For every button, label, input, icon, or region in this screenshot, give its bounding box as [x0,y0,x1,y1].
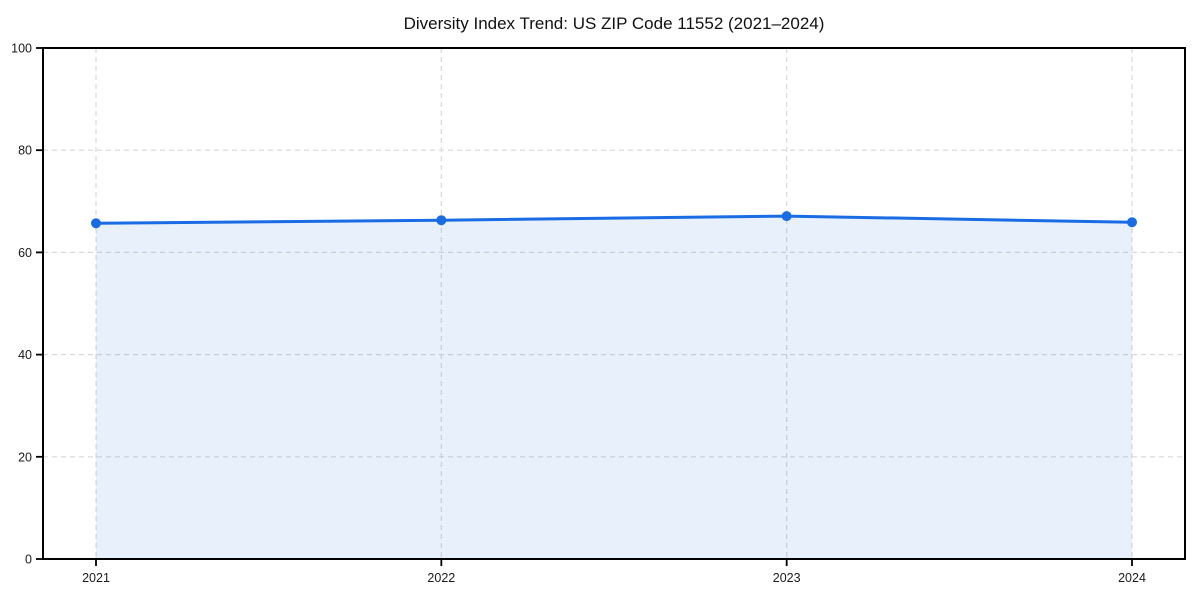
y-tick-label: 0 [25,553,32,567]
y-tick-label: 80 [18,144,32,158]
chart-title: Diversity Index Trend: US ZIP Code 11552… [403,14,825,33]
x-tick-label: 2021 [82,571,110,585]
x-tick-label: 2023 [773,571,801,585]
y-tick-label: 60 [18,246,32,260]
y-tick-label: 20 [18,450,32,464]
data-point [91,218,101,229]
data-point [436,215,447,226]
plot-border [42,47,1186,560]
data-points [91,211,1137,229]
trend-line [94,214,1134,225]
data-point [781,211,792,222]
area-fill [96,216,1132,559]
y-tick-label: 40 [18,348,32,362]
axis-layer: 0 20 40 60 80 100 2021 2022 2023 2024 [11,42,1146,586]
x-tick-label: 2022 [427,571,455,585]
y-tick-label: 100 [11,42,32,56]
x-tick-label: 2024 [1118,571,1146,585]
data-point [1127,217,1137,228]
